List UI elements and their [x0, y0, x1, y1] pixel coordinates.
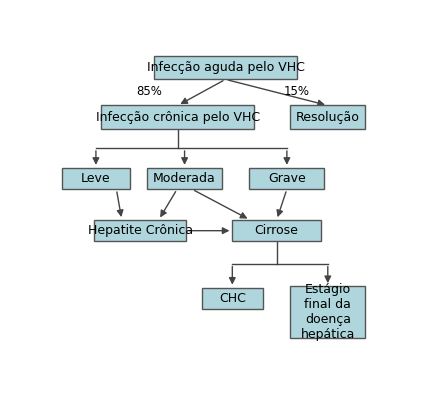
- Text: Grave: Grave: [268, 172, 306, 185]
- Text: CHC: CHC: [219, 292, 246, 305]
- FancyBboxPatch shape: [94, 220, 186, 241]
- Text: Cirrose: Cirrose: [255, 224, 299, 237]
- Text: 85%: 85%: [136, 85, 162, 98]
- Text: Moderada: Moderada: [153, 172, 216, 185]
- FancyBboxPatch shape: [232, 220, 321, 241]
- Text: Estágio
final da
doença
hepática: Estágio final da doença hepática: [301, 283, 355, 341]
- FancyBboxPatch shape: [249, 168, 324, 189]
- Text: Resolução: Resolução: [296, 111, 360, 124]
- FancyBboxPatch shape: [202, 288, 263, 309]
- FancyBboxPatch shape: [147, 168, 222, 189]
- Text: Infecção aguda pelo VHC: Infecção aguda pelo VHC: [147, 61, 304, 74]
- FancyBboxPatch shape: [154, 56, 297, 79]
- FancyBboxPatch shape: [290, 105, 365, 128]
- Text: Leve: Leve: [81, 172, 111, 185]
- Text: Hepatite Crônica: Hepatite Crônica: [88, 224, 193, 237]
- Text: 15%: 15%: [284, 85, 310, 98]
- FancyBboxPatch shape: [290, 286, 365, 338]
- Text: Infecção crônica pelo VHC: Infecção crônica pelo VHC: [95, 111, 260, 124]
- FancyBboxPatch shape: [101, 105, 254, 128]
- FancyBboxPatch shape: [62, 168, 130, 189]
